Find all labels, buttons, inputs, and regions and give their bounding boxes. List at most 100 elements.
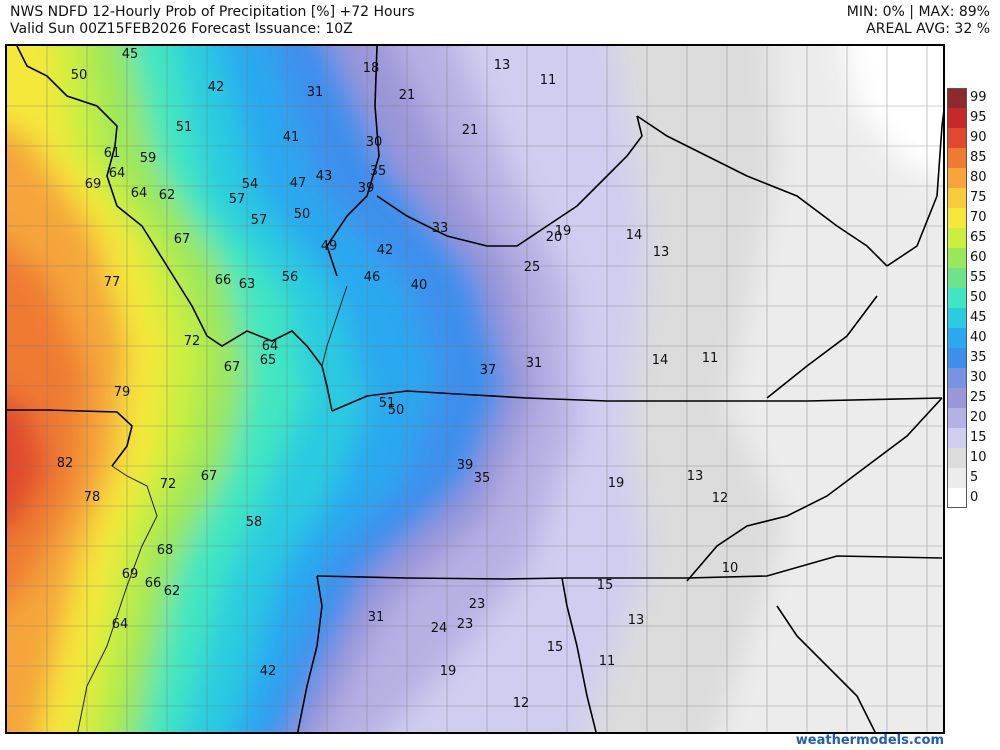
map-value-label: 39 bbox=[457, 458, 474, 473]
map-value-label: 11 bbox=[702, 351, 719, 366]
map-panel: 45 50 42 31 18 13 11 21 51 41 21 30 61 59 64 69 64 62 54 57… bbox=[5, 44, 945, 734]
map-value-label: 56 bbox=[282, 270, 299, 285]
map-value-label: 49 bbox=[321, 239, 338, 254]
map-value-label: 11 bbox=[599, 654, 616, 669]
map-value-label: 41 bbox=[283, 130, 300, 145]
legend-swatch bbox=[947, 428, 967, 448]
map-value-label: 69 bbox=[85, 177, 102, 192]
map-value-label: 39 bbox=[358, 181, 375, 196]
map-value-label: 10 bbox=[722, 561, 739, 576]
map-title: NWS NDFD 12-Hourly Prob of Precipitation… bbox=[10, 4, 415, 38]
map-value-label: 78 bbox=[84, 490, 101, 505]
map-value-label: 24 bbox=[290, 732, 307, 734]
map-value-label: 31 bbox=[526, 356, 543, 371]
legend-swatch bbox=[947, 448, 967, 468]
legend-swatch bbox=[947, 408, 967, 428]
legend-swatch bbox=[947, 188, 967, 208]
map-value-label: 59 bbox=[140, 151, 157, 166]
legend-swatch bbox=[947, 308, 967, 328]
legend-label: 90 bbox=[970, 130, 987, 145]
credit-link[interactable]: weathermodels.com bbox=[795, 733, 944, 748]
legend-label: 20 bbox=[970, 410, 987, 425]
map-value-label: 66 bbox=[215, 273, 232, 288]
map-value-label: 64 bbox=[262, 339, 279, 354]
map-value-label: 20 bbox=[546, 230, 563, 245]
legend-swatch bbox=[947, 488, 967, 508]
legend-swatch bbox=[947, 148, 967, 168]
map-value-label: 21 bbox=[462, 123, 479, 138]
map-value-label: 13 bbox=[628, 613, 645, 628]
map-value-label: 14 bbox=[626, 228, 643, 243]
map-value-label: 37 bbox=[480, 363, 497, 378]
map-value-label: 65 bbox=[260, 353, 277, 368]
map-value-label: 82 bbox=[57, 456, 74, 471]
map-value-label: 40 bbox=[411, 278, 428, 293]
legend-label: 50 bbox=[970, 290, 987, 305]
map-value-label: 67 bbox=[201, 469, 218, 484]
map-value-label: 64 bbox=[131, 186, 148, 201]
legend-swatch bbox=[947, 328, 967, 348]
legend-swatch bbox=[947, 368, 967, 388]
map-value-label: 54 bbox=[242, 177, 259, 192]
map-value-label: 58 bbox=[246, 515, 263, 530]
legend-label: 95 bbox=[970, 110, 987, 125]
legend-label: 55 bbox=[970, 270, 987, 285]
map-value-label: 50 bbox=[294, 207, 311, 222]
title-line-2: Valid Sun 00Z15FEB2026 Forecast Issuance… bbox=[10, 21, 353, 37]
legend-label: 60 bbox=[970, 250, 987, 265]
map-value-label: 12 bbox=[712, 491, 729, 506]
map-value-label: 42 bbox=[208, 80, 225, 95]
map-value-label: 46 bbox=[364, 270, 381, 285]
map-value-label: 30 bbox=[366, 135, 383, 150]
map-value-label: 23 bbox=[469, 597, 486, 612]
areal-avg-stat: AREAL AVG: 32 % bbox=[866, 21, 990, 37]
map-value-label: 68 bbox=[157, 543, 174, 558]
map-value-label: 77 bbox=[104, 275, 121, 290]
map-value-label: 72 bbox=[184, 334, 201, 349]
map-value-label: 18 bbox=[363, 61, 380, 76]
map-value-label: 35 bbox=[474, 471, 491, 486]
county-boundaries bbox=[7, 46, 943, 732]
legend-swatch bbox=[947, 288, 967, 308]
legend-label: 75 bbox=[970, 190, 987, 205]
map-value-label: 13 bbox=[653, 245, 670, 260]
map-value-label: 19 bbox=[440, 664, 457, 679]
map-value-label: 47 bbox=[290, 176, 307, 191]
legend-label: 70 bbox=[970, 210, 987, 225]
map-value-label: 51 bbox=[379, 396, 396, 411]
map-value-label: 66 bbox=[145, 576, 162, 591]
legend-label: 30 bbox=[970, 370, 987, 385]
map-value-label: 25 bbox=[524, 260, 541, 275]
map-value-label: 79 bbox=[114, 385, 131, 400]
major-rivers bbox=[77, 285, 348, 732]
map-value-label: 43 bbox=[316, 169, 333, 184]
map-value-label: 13 bbox=[494, 58, 511, 73]
color-legend bbox=[947, 88, 967, 508]
map-value-label: 42 bbox=[377, 243, 394, 258]
legend-swatch bbox=[947, 468, 967, 488]
map-value-label: 12 bbox=[513, 696, 530, 711]
legend-label: 45 bbox=[970, 310, 987, 325]
legend-label: 10 bbox=[970, 450, 987, 465]
map-value-label: 63 bbox=[239, 277, 256, 292]
legend-label: 65 bbox=[970, 230, 987, 245]
legend-label: 5 bbox=[970, 470, 979, 485]
map-value-label: 69 bbox=[122, 567, 139, 582]
legend-swatch bbox=[947, 228, 967, 248]
legend-swatch bbox=[947, 168, 967, 188]
legend-swatch bbox=[947, 388, 967, 408]
map-value-label: 45 bbox=[122, 47, 139, 62]
probability-field bbox=[7, 46, 943, 732]
map-value-label: 24 bbox=[431, 621, 448, 636]
map-value-label: 57 bbox=[251, 213, 268, 228]
legend-label: 99 bbox=[970, 90, 987, 105]
map-value-label: 23 bbox=[457, 617, 474, 632]
legend-swatch bbox=[947, 108, 967, 128]
map-value-label: 13 bbox=[687, 469, 704, 484]
legend-label: 80 bbox=[970, 170, 987, 185]
map-value-label: 11 bbox=[540, 73, 557, 88]
title-line-1: NWS NDFD 12-Hourly Prob of Precipitation… bbox=[10, 4, 415, 20]
map-value-label: 42 bbox=[260, 664, 277, 679]
